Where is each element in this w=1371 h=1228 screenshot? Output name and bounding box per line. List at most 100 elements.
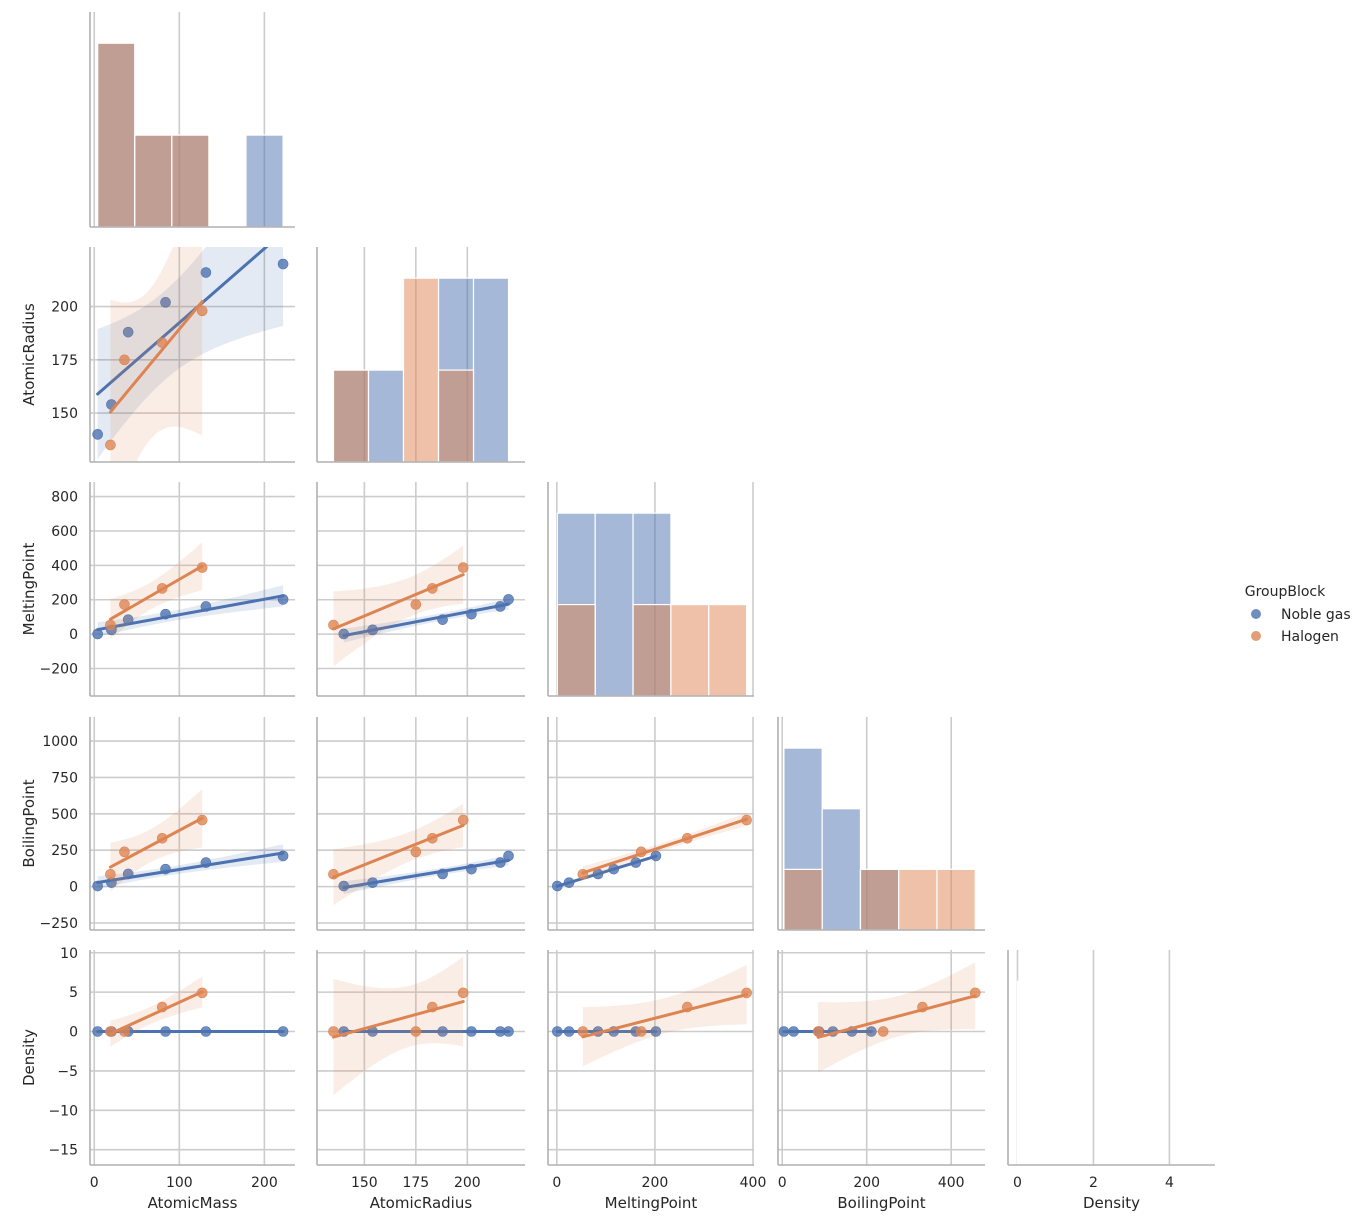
panel-boilingpoint-vs-atomicmass: −250 0 250 500 750 1000 BoilingPoint <box>20 717 295 932</box>
x-tick-label: 200 <box>642 1175 669 1191</box>
data-point-noble-gas <box>367 877 378 888</box>
data-point-halogen <box>196 305 208 317</box>
panel-content <box>92 247 289 462</box>
panel-boilingpoint-vs-meltingpoint <box>547 717 754 931</box>
panel-atomicradius-vs-atomicmass: 150 175 200 AtomicRadius <box>20 247 295 463</box>
panel-density-vs-meltingpoint: 0 200 400 MeltingPoint <box>547 950 767 1212</box>
data-point-noble-gas <box>466 608 477 620</box>
data-point-halogen <box>105 868 116 880</box>
data-point-noble-gas <box>503 850 514 862</box>
regression-line-halogen <box>108 816 204 869</box>
data-point-halogen <box>457 562 469 573</box>
y-tick-label: 0 <box>69 1025 78 1041</box>
x-tick-label: 0 <box>90 1175 99 1191</box>
data-point-halogen <box>427 583 438 594</box>
y-tick-label: 5 <box>69 985 78 1001</box>
y-axis-label: MeltingPoint <box>20 543 38 636</box>
data-point-noble-gas <box>494 857 506 868</box>
data-point-noble-gas <box>92 628 103 640</box>
data-point-halogen <box>105 619 116 631</box>
data-point-noble-gas <box>160 1026 171 1037</box>
x-tick-label: 200 <box>454 1175 481 1191</box>
panel-content <box>328 956 514 1096</box>
regression-line-halogen <box>581 817 749 875</box>
y-tick-label: 750 <box>51 770 78 786</box>
x-tick-label: 2 <box>1089 1175 1098 1191</box>
confidence-band-halogen <box>110 542 203 640</box>
data-point-halogen <box>457 987 469 999</box>
data-point-noble-gas <box>552 880 563 892</box>
data-point-noble-gas <box>160 608 171 620</box>
data-point-halogen <box>196 987 208 999</box>
hist-bar-halogen <box>171 134 210 227</box>
x-tick-label: 100 <box>166 1175 193 1191</box>
x-axis-label: Density <box>1083 1194 1140 1212</box>
regression-line-noble-gas <box>96 247 269 396</box>
data-point-halogen <box>917 1001 928 1013</box>
data-point-noble-gas <box>788 1026 799 1037</box>
hist-bar-halogen <box>402 277 440 462</box>
x-axis-label: AtomicRadius <box>370 1194 473 1212</box>
regression-line-halogen <box>331 823 465 879</box>
data-point-halogen <box>427 832 438 844</box>
hist-bar-noble-gas <box>472 277 510 462</box>
hist-bar-halogen <box>898 868 938 930</box>
data-point-halogen <box>877 1026 889 1037</box>
regression-line-halogen <box>108 564 204 621</box>
hist-bar-halogen <box>437 369 475 462</box>
x-tick-label: 200 <box>251 1175 278 1191</box>
data-point-noble-gas <box>367 624 378 636</box>
y-tick-label: −250 <box>40 916 78 932</box>
pairplot-panels: 150175200AtomicRadius−2000200400600800Me… <box>20 12 1215 1212</box>
y-tick-label: 250 <box>51 843 78 859</box>
panel-content <box>783 747 976 930</box>
hist-bar-noble-gas <box>1016 980 1020 1165</box>
regression-line-halogen <box>581 993 749 1039</box>
data-point-noble-gas <box>92 1026 103 1037</box>
data-point-noble-gas <box>503 594 514 605</box>
data-point-noble-gas <box>122 326 134 338</box>
confidence-band-halogen <box>333 803 464 906</box>
data-point-halogen <box>105 439 116 451</box>
data-point-noble-gas <box>437 868 448 880</box>
x-tick-label: 0 <box>552 1175 561 1191</box>
data-point-halogen <box>635 1026 647 1037</box>
data-point-halogen <box>156 337 168 349</box>
y-tick-label: −10 <box>48 1103 78 1119</box>
legend: GroupBlock Noble gas Halogen <box>1245 584 1351 645</box>
panel-content <box>778 962 981 1073</box>
data-point-halogen <box>410 1026 422 1037</box>
hist-bar-noble-gas <box>367 369 405 462</box>
data-point-halogen <box>681 832 693 844</box>
data-point-noble-gas <box>466 863 477 875</box>
panel-density-vs-boilingpoint: 0 200 400 BoilingPoint <box>777 950 985 1212</box>
hist-bar-halogen <box>859 868 900 930</box>
confidence-band-halogen <box>333 545 464 667</box>
panel-atomicmass-vs-atomicmass <box>89 12 295 228</box>
data-point-noble-gas <box>122 614 134 625</box>
confidence-band-noble-gas <box>97 247 284 459</box>
hist-bar-halogen <box>97 42 136 227</box>
panel-content <box>328 545 514 667</box>
data-point-halogen <box>577 1026 589 1037</box>
data-point-halogen <box>196 562 208 573</box>
data-point-noble-gas <box>92 880 103 892</box>
panel-content <box>92 542 289 640</box>
x-tick-label: 400 <box>740 1175 767 1191</box>
hist-bar-halogen <box>632 603 672 696</box>
data-point-noble-gas <box>200 1026 212 1037</box>
data-point-noble-gas <box>200 267 212 278</box>
hist-bar-noble-gas <box>594 512 634 696</box>
data-point-noble-gas <box>338 628 350 640</box>
data-point-halogen <box>156 832 168 844</box>
data-point-halogen <box>427 1001 438 1013</box>
x-tick-label: 0 <box>778 1175 787 1191</box>
hist-bar-halogen <box>134 134 173 227</box>
x-axis-label: MeltingPoint <box>605 1194 698 1212</box>
confidence-band-halogen <box>110 789 203 892</box>
hist-bar-noble-gas <box>245 134 284 227</box>
legend-label: Noble gas <box>1281 607 1351 623</box>
x-axis-label: AtomicMass <box>148 1194 238 1212</box>
data-point-noble-gas <box>494 601 506 612</box>
data-point-noble-gas <box>503 1026 514 1037</box>
